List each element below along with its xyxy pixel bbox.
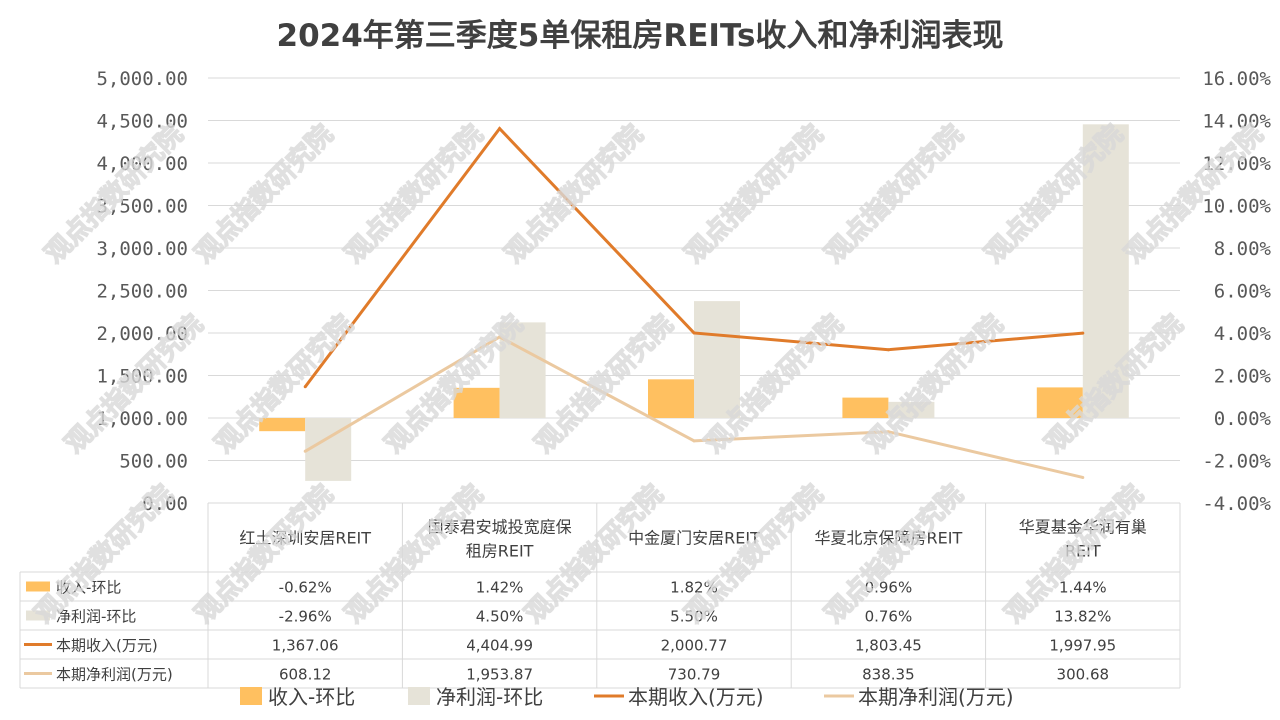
line-series bbox=[303, 126, 1085, 479]
category-label: 华夏北京保障房REIT bbox=[815, 529, 963, 548]
point-revenue bbox=[1081, 331, 1085, 335]
right-tick-label: -2.00% bbox=[1202, 451, 1271, 473]
table-series-name: 本期收入(万元) bbox=[56, 637, 158, 655]
data-label: 4.50% bbox=[476, 608, 524, 626]
table-series-name: 本期净利润(万元) bbox=[56, 666, 173, 684]
watermark-text: 观点指数研究院 bbox=[679, 479, 830, 630]
legend-swatch bbox=[240, 687, 262, 705]
right-tick-label: 10.00% bbox=[1202, 196, 1271, 218]
data-label: -0.62% bbox=[279, 579, 332, 597]
left-tick-label: 1,000.00 bbox=[96, 408, 188, 430]
legend-entry: 净利润-环比 bbox=[436, 685, 543, 709]
point-net-profit bbox=[498, 335, 502, 339]
right-tick-label: 8.00% bbox=[1214, 238, 1272, 260]
right-tick-label: 12.00% bbox=[1202, 153, 1271, 175]
bar-profit-qoq bbox=[499, 322, 546, 418]
gridlines bbox=[208, 77, 1180, 461]
legend: 收入-环比 净利润-环比 本期收入(万元) 本期净利润(万元) bbox=[240, 685, 1014, 709]
data-label: 608.12 bbox=[279, 666, 332, 684]
point-net-profit bbox=[303, 449, 307, 453]
bar-series bbox=[259, 124, 1129, 481]
data-label: 300.68 bbox=[1057, 666, 1110, 684]
point-revenue bbox=[303, 385, 307, 389]
data-label: 0.76% bbox=[865, 608, 913, 626]
table-legend-swatch bbox=[26, 581, 50, 592]
right-axis-ticks: -4.00% -2.00% 0.00% 2.00% 4.00% 6.00% 8.00% 10.… bbox=[1202, 68, 1271, 515]
left-tick-label: 4,500.00 bbox=[96, 111, 188, 133]
category-label: REIT bbox=[1065, 542, 1101, 561]
data-label: 4,404.99 bbox=[466, 637, 533, 655]
data-label: 0.96% bbox=[865, 579, 913, 597]
category-label: 国泰君安城投宽庭保 bbox=[428, 518, 572, 537]
data-label: 1,953.87 bbox=[466, 666, 533, 684]
left-tick-label: 0.00 bbox=[142, 493, 188, 515]
left-axis-ticks: 0.00 500.00 1,000.00 1,500.00 2,000.00 2,500.… bbox=[96, 68, 188, 515]
category-label: 中金厦门安居REIT bbox=[628, 529, 760, 548]
left-tick-label: 3,000.00 bbox=[96, 238, 188, 260]
watermark-text: 观点指数研究院 bbox=[519, 479, 670, 630]
data-label: 2,000.77 bbox=[661, 637, 728, 655]
chart-title: 2024年第三季度5单保租房REITs收入和净利润表现 bbox=[277, 18, 1004, 54]
watermark-text: 观点指数研究院 bbox=[819, 119, 970, 270]
right-tick-label: 4.00% bbox=[1214, 323, 1272, 345]
watermark-text: 观点指数研究院 bbox=[499, 119, 650, 270]
table-series-name: 净利润-环比 bbox=[56, 608, 136, 626]
table-series-name: 收入-环比 bbox=[56, 579, 121, 597]
bar-revenue-qoq bbox=[842, 397, 889, 418]
data-label: 5.50% bbox=[670, 608, 718, 626]
left-tick-label: 2,000.00 bbox=[96, 323, 188, 345]
left-tick-label: 5,000.00 bbox=[96, 68, 188, 90]
category-label: 租房REIT bbox=[466, 542, 534, 561]
watermark-text: 观点指数研究院 bbox=[189, 119, 340, 270]
watermark-text: 观点指数研究院 bbox=[679, 119, 830, 270]
legend-entry: 收入-环比 bbox=[268, 685, 355, 709]
data-label: 838.35 bbox=[862, 666, 915, 684]
table-legend-swatch bbox=[26, 610, 50, 621]
left-tick-label: 500.00 bbox=[119, 451, 188, 473]
data-label: 1.42% bbox=[476, 579, 524, 597]
data-label: 1.44% bbox=[1059, 579, 1107, 597]
left-tick-label: 1,500.00 bbox=[96, 366, 188, 388]
left-tick-label: 4,000.00 bbox=[96, 153, 188, 175]
data-label: -2.96% bbox=[279, 608, 332, 626]
watermark-text: 观点指数研究院 bbox=[859, 309, 1010, 460]
data-label: 1,997.95 bbox=[1049, 637, 1116, 655]
data-label: 1,367.06 bbox=[272, 637, 339, 655]
point-net-profit bbox=[1081, 475, 1085, 479]
right-tick-label: -4.00% bbox=[1202, 493, 1271, 515]
legend-entry: 本期净利润(万元) bbox=[858, 685, 1014, 709]
bar-profit-qoq bbox=[1082, 124, 1129, 418]
bar-profit-qoq bbox=[888, 401, 935, 418]
watermark-text: 观点指数研究院 bbox=[339, 119, 490, 270]
right-tick-label: 14.00% bbox=[1202, 111, 1271, 133]
bar-revenue-qoq bbox=[453, 387, 500, 418]
category-label: 红土深圳安居REIT bbox=[239, 529, 371, 548]
right-tick-label: 16.00% bbox=[1202, 68, 1271, 90]
data-label: 730.79 bbox=[668, 666, 721, 684]
right-tick-label: 0.00% bbox=[1214, 408, 1272, 430]
bar-profit-qoq bbox=[694, 301, 740, 418]
point-revenue bbox=[886, 348, 890, 352]
legend-entry: 本期收入(万元) bbox=[628, 685, 764, 709]
point-revenue bbox=[498, 127, 502, 131]
bar-revenue-qoq bbox=[1036, 387, 1083, 418]
data-label: 13.82% bbox=[1054, 608, 1111, 626]
data-label: 1,803.45 bbox=[855, 637, 922, 655]
right-tick-label: 2.00% bbox=[1214, 366, 1272, 388]
right-tick-label: 6.00% bbox=[1214, 281, 1272, 303]
bar-revenue-qoq bbox=[259, 418, 306, 432]
point-net-profit bbox=[692, 439, 696, 443]
legend-swatch bbox=[408, 687, 430, 705]
point-revenue bbox=[692, 331, 696, 335]
left-tick-label: 3,500.00 bbox=[96, 196, 188, 218]
point-net-profit bbox=[886, 430, 890, 434]
left-tick-label: 2,500.00 bbox=[96, 281, 188, 303]
category-label: 华夏基金华润有巢 bbox=[1019, 518, 1147, 537]
bar-revenue-qoq bbox=[648, 379, 694, 418]
data-label: 1.82% bbox=[670, 579, 718, 597]
